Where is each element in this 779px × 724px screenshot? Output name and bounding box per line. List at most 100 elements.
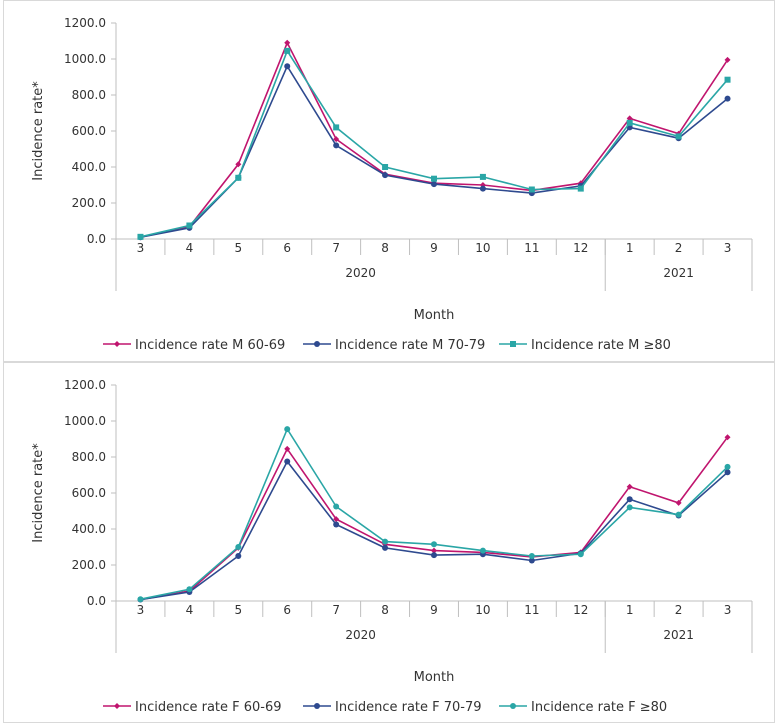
data-point-0 (235, 161, 242, 168)
series-line-1 (140, 64, 729, 238)
data-point-1 (528, 557, 535, 564)
data-point-1 (333, 142, 340, 149)
data-point-2 (626, 504, 633, 511)
data-point-legend-2 (510, 703, 516, 709)
data-point-1 (284, 458, 291, 465)
chart-female-svg: 0.0 200.0 400.0 600.0 800.0 1000.0 1200.0 3 4 5 6 7… (31, 378, 753, 715)
legend-label: Incidence rate M 70-79 (335, 338, 485, 353)
y-tick-label: 600.0 (72, 124, 106, 138)
x-tick-label: 6 (283, 603, 291, 617)
data-point-0 (431, 547, 437, 554)
data-point-1 (431, 181, 437, 188)
data-point-2 (186, 586, 193, 593)
data-point-2 (577, 551, 584, 558)
data-point-2 (577, 185, 584, 192)
x-tick-label: 6 (283, 241, 291, 255)
data-point-2 (333, 124, 340, 131)
series-line-1 (140, 460, 729, 601)
x-tick-label: 5 (234, 241, 242, 255)
data-point-0 (284, 445, 291, 452)
data-point-0 (626, 483, 633, 490)
data-point-2 (235, 174, 242, 181)
y-tick-label: 800.0 (72, 88, 106, 102)
x-axis-title: Month (414, 670, 455, 685)
data-point-2 (186, 222, 193, 229)
y-tick-label: 1000.0 (64, 414, 106, 428)
y-tick-label: 0.0 (87, 232, 106, 246)
data-point-2 (431, 541, 437, 548)
x-tick-label: 2 (675, 603, 683, 617)
chart-male-svg: 0.0 200.0 400.0 600.0 800.0 1000.0 1200.0 3 4 5 6 7… (31, 16, 753, 353)
legend-label: Incidence rate F 70-79 (335, 700, 482, 715)
x-tick-label: 4 (186, 241, 194, 255)
legend-label: Incidence rate F ≥80 (531, 700, 667, 715)
data-point-1 (284, 63, 291, 70)
x-tick-label: 10 (475, 241, 490, 255)
data-point-2 (675, 511, 682, 518)
x-axis-title: Month (414, 308, 455, 323)
x-tick-label: 8 (381, 241, 389, 255)
data-point-2 (626, 119, 633, 126)
y-tick-label: 1200.0 (64, 378, 106, 392)
series-line-0 (140, 436, 729, 601)
x-tick-label: 3 (724, 603, 732, 617)
x-tick-label: 9 (430, 603, 438, 617)
x-tick-label: 3 (137, 241, 145, 255)
data-point-legend-0 (114, 703, 120, 709)
y-tick-label: 200.0 (72, 196, 106, 210)
legend-label: Incidence rate M 60-69 (135, 338, 285, 353)
chart-panel-female: 0.0 200.0 400.0 600.0 800.0 1000.0 1200.0 3 4 5 6 7… (3, 362, 775, 723)
legend-label: Incidence rate F 60-69 (135, 700, 282, 715)
x-tick-label: 2 (675, 241, 683, 255)
data-point-1 (235, 553, 242, 559)
legend-label: Incidence rate M ≥80 (531, 338, 671, 353)
data-point-2 (137, 233, 144, 240)
data-point-1 (479, 185, 486, 192)
data-point-1 (724, 469, 731, 476)
data-point-2 (284, 47, 291, 54)
data-point-2 (479, 173, 486, 180)
data-point-legend-0 (114, 341, 120, 347)
y-tick-label: 0.0 (87, 594, 106, 608)
y-tick-label: 800.0 (72, 450, 106, 464)
y-tick-label: 1000.0 (64, 52, 106, 66)
series-line-0 (140, 40, 729, 238)
y-axis-title: Incidence rate* (31, 81, 46, 181)
x-tick-label: 8 (381, 603, 389, 617)
x-year-label: 2021 (663, 628, 694, 642)
x-tick-label: 3 (724, 241, 732, 255)
data-point-0 (333, 516, 340, 523)
data-point-legend-1 (314, 341, 320, 347)
y-tick-label: 600.0 (72, 486, 106, 500)
data-point-0 (333, 136, 340, 143)
x-tick-label: 12 (573, 603, 588, 617)
data-point-2 (724, 463, 731, 470)
data-point-0 (675, 499, 682, 506)
data-point-1 (382, 172, 389, 179)
x-tick-label: 1 (626, 241, 634, 255)
x-tick-label: 7 (332, 603, 340, 617)
x-tick-label: 9 (430, 241, 438, 255)
data-point-2 (382, 164, 389, 170)
data-point-2 (431, 175, 437, 182)
y-tick-label: 1200.0 (64, 16, 106, 30)
data-point-1 (724, 95, 731, 102)
x-tick-label: 1 (626, 603, 634, 617)
data-point-2 (333, 503, 340, 510)
x-year-label: 2020 (345, 266, 376, 280)
data-point-2 (235, 544, 242, 550)
data-point-2 (284, 426, 291, 433)
x-tick-label: 11 (524, 603, 539, 617)
data-point-0 (284, 39, 291, 46)
x-tick-label: 12 (573, 241, 588, 255)
x-tick-label: 4 (186, 603, 194, 617)
chart-panel-male: 0.0 200.0 400.0 600.0 800.0 1000.0 1200.0 3 4 5 6 7… (3, 0, 775, 362)
data-point-1 (431, 552, 437, 559)
y-tick-label: 400.0 (72, 160, 106, 174)
data-point-0 (724, 434, 731, 441)
x-year-label: 2020 (345, 628, 376, 642)
x-tick-label: 5 (234, 603, 242, 617)
x-tick-label: 7 (332, 241, 340, 255)
data-point-1 (382, 544, 389, 551)
x-year-label: 2021 (663, 266, 694, 280)
